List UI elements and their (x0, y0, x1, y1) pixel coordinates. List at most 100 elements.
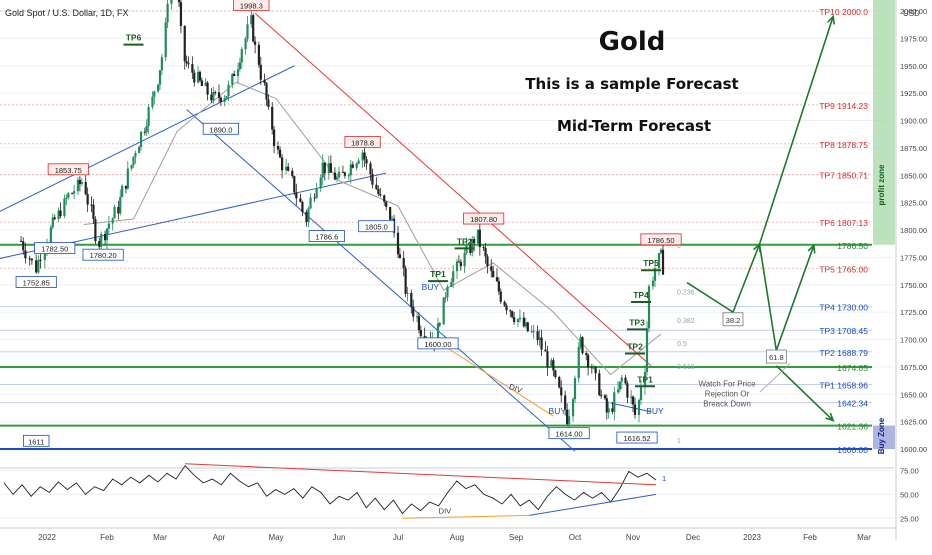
candle-body (631, 396, 635, 405)
candle-body (530, 331, 533, 333)
level-label: TP2 1688.79 (819, 348, 868, 358)
candle-body (385, 201, 388, 207)
buy-label: BUY (422, 282, 440, 292)
candle-body (145, 125, 148, 132)
price-tick-label: 1900.00 (900, 117, 927, 126)
candle-body (196, 71, 200, 83)
time-tick-label: Feb (100, 533, 114, 542)
candle-body (497, 281, 500, 292)
sma-line (83, 81, 662, 376)
candle-body (117, 206, 120, 214)
profit-zone-label: profit zone (877, 164, 886, 205)
rsi-tick-label: 75.00 (900, 466, 919, 475)
level-label: TP1 1658.96 (819, 380, 868, 390)
candle-body (419, 329, 422, 337)
candle-body (573, 378, 577, 400)
candle-body (490, 266, 493, 271)
price-tag-label: 1600.00 (424, 340, 451, 349)
price-tag-label: 1616.52 (623, 434, 650, 443)
candle-body (333, 172, 337, 180)
candle-body (147, 106, 150, 126)
price-tick-label: 1825.00 (900, 199, 927, 208)
time-tick-label: Mar (857, 533, 871, 542)
rsi-label: 1 (662, 474, 666, 483)
tp-mark-label: TP3 (629, 317, 645, 327)
candle-body (560, 387, 563, 396)
headline-title: Gold (599, 27, 666, 57)
candle-body (526, 322, 529, 332)
price-tag-label: 1752.85 (23, 279, 50, 288)
candle-body (349, 164, 352, 176)
candle-body (285, 166, 288, 171)
candle-body (436, 323, 440, 345)
downtrend-line (254, 12, 652, 367)
candle-body (613, 392, 616, 412)
candle-body (212, 92, 215, 101)
candle-body (164, 22, 167, 58)
candle-body (357, 160, 360, 164)
rsi-downtrend (185, 463, 657, 486)
price-tick-label: 1775.00 (900, 253, 927, 262)
candle-body (57, 210, 60, 220)
candle-body (503, 301, 506, 306)
candle-body (383, 195, 386, 202)
candle-body (153, 91, 156, 97)
rsi-uptrend (529, 493, 657, 516)
candle-body (231, 73, 234, 85)
candle-body (170, 0, 173, 4)
price-tag-label: 1998.3 (240, 2, 263, 11)
candle-body (84, 181, 87, 195)
price-tick-label: 1975.00 (900, 34, 927, 43)
candle-body (329, 163, 332, 173)
candle-body (546, 351, 549, 368)
candle-body (139, 131, 143, 147)
fib-label: 0 (677, 243, 681, 250)
price-tick-label: 1600.00 (900, 445, 927, 454)
candle-body (157, 84, 160, 92)
candle-body (586, 355, 590, 368)
candle-body (71, 193, 74, 195)
buy-label: BUY (549, 406, 567, 416)
price-tag-box (202, 122, 239, 135)
fib-label: 0.5 (677, 341, 687, 348)
candle-body (236, 69, 240, 77)
symbol-title: Gold Spot / U.S. Dollar, 1D, FX (5, 8, 129, 18)
candle-body (37, 259, 40, 273)
candle-body (516, 319, 520, 322)
candle-body (476, 229, 480, 244)
profit-zone (873, 0, 895, 245)
candle-body (307, 208, 310, 222)
candle-body (653, 268, 657, 281)
candle-body (505, 305, 508, 311)
candle-body (143, 131, 146, 133)
rsi-div-line (402, 514, 530, 519)
fib-box-label: 38.2 (726, 316, 741, 325)
candle-body (22, 241, 25, 251)
price-tick-label: 1725.00 (900, 308, 927, 317)
candle-body (90, 204, 93, 206)
candle-body (611, 408, 614, 412)
forecast-arrow-1 (732, 243, 761, 313)
candle-body (291, 170, 294, 177)
time-tick-label: Sep (509, 533, 524, 542)
candle-body (219, 97, 222, 102)
level-label: TP5 1765.00 (819, 264, 868, 274)
price-tag-box (82, 248, 124, 261)
time-tick-label: 2022 (38, 533, 56, 542)
candle-body (59, 210, 62, 217)
candle-body (305, 211, 308, 222)
candle-body (335, 177, 339, 180)
candle-body (343, 172, 346, 176)
candle-body (522, 317, 525, 327)
candle-body (94, 219, 97, 242)
candle-body (592, 366, 595, 368)
price-tag-box (616, 431, 658, 444)
candle-body (361, 152, 364, 161)
candle-body (647, 286, 651, 329)
buy-zone (873, 425, 895, 449)
candle-body (550, 360, 553, 368)
candle-body (217, 92, 221, 98)
time-tick-label: Dec (686, 533, 700, 542)
level-label: TP3 1708.45 (819, 326, 868, 336)
candle-body (257, 44, 260, 65)
